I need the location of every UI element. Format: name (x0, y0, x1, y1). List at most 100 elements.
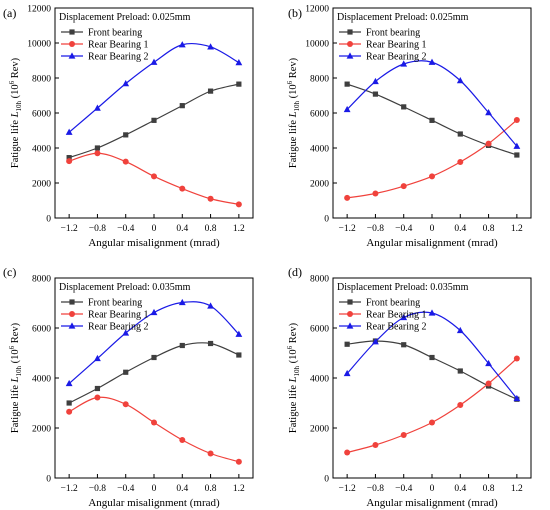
x-tick-label: 0.8 (483, 224, 495, 234)
data-point (179, 103, 185, 109)
y-tick-label: 2000 (310, 425, 329, 435)
x-tick-label: 0 (152, 484, 157, 494)
data-point (400, 313, 408, 321)
data-point (207, 302, 214, 309)
data-point (372, 442, 379, 448)
data-point (457, 159, 464, 165)
data-point (428, 309, 436, 316)
x-tick-label: −1.2 (339, 224, 356, 234)
y-tick-label: 0 (46, 215, 51, 225)
series-1 (344, 81, 520, 158)
panel-label: (b) (288, 6, 302, 20)
data-point (94, 150, 101, 157)
annotation: Displacement Preload: 0.035mm (59, 282, 191, 293)
series-3 (343, 58, 521, 149)
legend-label: Rear Bearing 2 (88, 52, 149, 63)
x-axis-label: Angular misalignment (mrad) (366, 497, 498, 509)
series-2 (66, 394, 242, 465)
data-point (122, 158, 129, 165)
data-point (65, 379, 73, 387)
y-tick-label: 6000 (32, 110, 51, 120)
x-axis-label: Angular misalignment (mrad) (88, 237, 220, 249)
y-axis-label: Fatigue life L10h (106 Rev) (8, 322, 23, 433)
series-line (68, 342, 240, 404)
series-1 (66, 340, 242, 406)
y-tick-label: 6000 (310, 110, 329, 120)
y-axis-label: Fatigue life L10h (106 Rev) (286, 322, 301, 433)
data-point (151, 354, 157, 361)
legend-label: Rear Bearing 1 (88, 40, 149, 51)
x-tick-label: 0.8 (205, 484, 217, 494)
data-point (179, 437, 186, 443)
data-point (344, 341, 350, 347)
series-3 (65, 298, 243, 387)
data-point (372, 338, 379, 345)
legend-marker (69, 311, 75, 317)
data-point (207, 450, 214, 457)
data-point (123, 132, 129, 138)
data-point (150, 58, 158, 65)
y-axis-label: Fatigue life L10h (106 Rev) (8, 57, 23, 168)
data-point (344, 194, 351, 201)
data-point (429, 117, 435, 123)
data-point (235, 330, 243, 337)
data-point (151, 419, 157, 426)
data-point (123, 369, 129, 375)
data-point (178, 41, 186, 48)
panel-label: (a) (3, 6, 16, 20)
x-tick-label: 0.4 (454, 224, 466, 234)
x-tick-label: −0.8 (367, 224, 384, 234)
legend-label: Front bearing (88, 28, 142, 39)
annotation: Displacement Preload: 0.025mm (337, 12, 469, 23)
y-tick-label: 12000 (305, 5, 329, 15)
legend-marker (69, 299, 75, 305)
series-line (347, 119, 518, 199)
x-tick-label: 1.2 (511, 484, 523, 494)
data-point (236, 352, 242, 358)
data-point (122, 329, 130, 336)
legend-label: Rear Bearing 1 (366, 310, 427, 321)
data-point (178, 298, 186, 306)
annotation: Displacement Preload: 0.025mm (59, 12, 191, 23)
series-2 (66, 150, 242, 208)
data-point (401, 104, 407, 110)
x-tick-label: 0.8 (205, 224, 217, 234)
legend-label: Rear Bearing 2 (366, 322, 427, 333)
data-point (207, 195, 214, 202)
data-point (122, 401, 129, 408)
plot-frame (332, 7, 532, 219)
data-point (94, 354, 101, 362)
legend-marker (347, 29, 353, 35)
data-point (485, 109, 492, 116)
data-point (343, 105, 351, 113)
chart-panel-3: (c) −1.2 −0.8 −0.4 0 0.4 0.8 1.2 0 2000 4000 6000 80… (3, 265, 254, 509)
x-axis-label: Angular misalignment (mrad) (366, 237, 498, 249)
data-point (235, 59, 243, 66)
x-tick-label: 0 (152, 224, 157, 234)
data-point (485, 380, 492, 387)
data-point (66, 158, 73, 165)
legend-marker (69, 29, 75, 35)
x-tick-label: −0.4 (117, 224, 134, 234)
x-tick-label: 0.4 (176, 224, 188, 234)
data-point (94, 385, 101, 392)
data-point (429, 173, 435, 180)
data-point (372, 91, 379, 97)
data-point (179, 342, 185, 349)
y-tick-label: 6000 (32, 325, 51, 335)
data-point (400, 183, 407, 190)
data-point (66, 155, 72, 161)
series-line (347, 340, 518, 400)
x-tick-label: 0.4 (454, 484, 466, 494)
x-tick-label: −1.2 (339, 484, 356, 494)
x-tick-label: −0.8 (89, 224, 106, 234)
plot-frame (54, 277, 254, 479)
y-tick-label: 0 (46, 475, 51, 485)
legend-marker (347, 311, 353, 317)
y-tick-label: 12000 (27, 5, 51, 15)
x-tick-label: −0.4 (395, 224, 412, 234)
data-point (457, 368, 463, 374)
data-point (401, 342, 407, 348)
x-tick-label: −1.2 (61, 224, 78, 234)
